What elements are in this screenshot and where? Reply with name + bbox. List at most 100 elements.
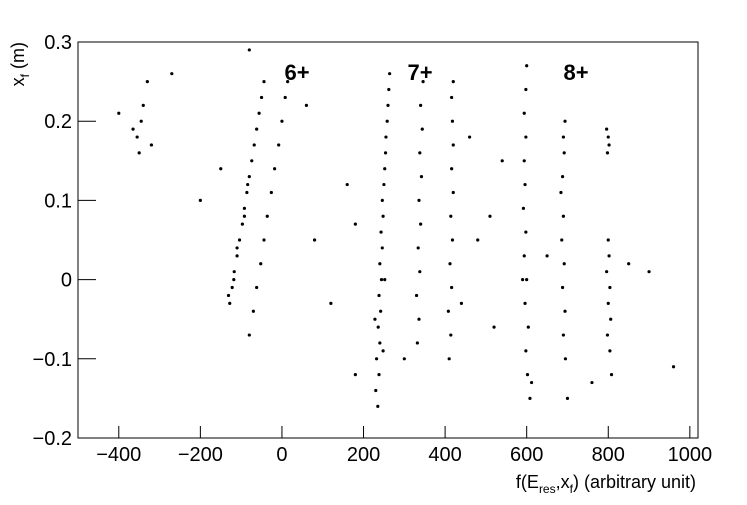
point bbox=[488, 214, 492, 218]
point bbox=[605, 333, 610, 337]
point bbox=[139, 119, 143, 123]
point bbox=[384, 135, 388, 139]
point bbox=[242, 214, 247, 218]
point bbox=[562, 151, 566, 155]
point bbox=[262, 80, 266, 84]
label-part: (m) bbox=[8, 42, 28, 74]
point bbox=[237, 238, 242, 242]
point bbox=[380, 198, 384, 202]
point bbox=[383, 278, 387, 282]
point bbox=[606, 135, 610, 139]
point bbox=[240, 222, 244, 226]
x-tick-label: 600 bbox=[510, 444, 543, 466]
point bbox=[286, 80, 290, 84]
point bbox=[262, 238, 266, 242]
point bbox=[219, 167, 223, 171]
point bbox=[545, 254, 549, 258]
point bbox=[379, 230, 383, 234]
y-tick-label: 0.2 bbox=[44, 111, 72, 133]
point bbox=[381, 214, 385, 218]
point bbox=[522, 111, 526, 115]
point bbox=[561, 135, 565, 139]
point bbox=[521, 278, 525, 282]
point bbox=[353, 373, 357, 377]
point bbox=[388, 72, 392, 76]
point bbox=[304, 103, 309, 107]
point bbox=[449, 214, 453, 218]
point bbox=[376, 325, 380, 329]
point bbox=[448, 262, 452, 266]
y-tick-label: 0.1 bbox=[44, 190, 72, 212]
x-tick-label: 400 bbox=[428, 444, 461, 466]
point bbox=[447, 357, 451, 361]
point bbox=[198, 198, 202, 202]
point bbox=[590, 380, 594, 385]
point bbox=[528, 396, 532, 400]
point bbox=[247, 175, 251, 179]
point bbox=[608, 349, 612, 353]
point bbox=[608, 285, 612, 290]
point bbox=[605, 127, 609, 131]
point bbox=[242, 206, 247, 210]
point bbox=[671, 365, 676, 369]
point bbox=[560, 285, 565, 290]
point bbox=[451, 143, 455, 147]
point bbox=[345, 182, 349, 187]
point bbox=[247, 333, 251, 337]
point bbox=[522, 159, 526, 163]
point bbox=[385, 119, 389, 123]
point bbox=[117, 111, 121, 115]
point bbox=[414, 293, 419, 298]
point bbox=[381, 349, 385, 353]
point bbox=[269, 190, 273, 195]
point bbox=[500, 159, 504, 163]
point bbox=[259, 262, 263, 266]
point bbox=[524, 87, 528, 92]
point bbox=[135, 135, 139, 139]
point bbox=[141, 103, 145, 107]
point bbox=[383, 151, 388, 155]
point bbox=[418, 270, 422, 274]
point bbox=[419, 222, 423, 226]
label-part: f bbox=[18, 73, 32, 77]
point bbox=[609, 317, 613, 321]
point bbox=[232, 278, 236, 282]
point bbox=[627, 262, 631, 266]
x-tick-label: 1000 bbox=[668, 444, 713, 466]
point bbox=[376, 404, 380, 408]
annotation: 7+ bbox=[407, 60, 432, 85]
point bbox=[529, 380, 534, 385]
point bbox=[416, 246, 420, 250]
y-tick-label: 0.3 bbox=[44, 32, 72, 54]
point bbox=[252, 143, 256, 147]
point bbox=[228, 301, 232, 305]
point bbox=[259, 95, 264, 100]
point bbox=[524, 135, 528, 139]
point bbox=[606, 301, 610, 305]
point bbox=[449, 333, 453, 337]
point bbox=[419, 103, 423, 107]
point bbox=[561, 214, 565, 218]
point bbox=[283, 95, 287, 100]
point bbox=[137, 151, 141, 155]
point bbox=[377, 373, 381, 377]
point bbox=[353, 222, 357, 226]
point bbox=[419, 175, 424, 179]
point bbox=[605, 270, 609, 274]
point bbox=[606, 238, 610, 242]
point bbox=[312, 238, 317, 242]
y-tick-label: −0.1 bbox=[33, 349, 72, 371]
point bbox=[525, 64, 529, 68]
point bbox=[647, 270, 651, 274]
point bbox=[251, 309, 255, 313]
annotation: 6+ bbox=[284, 60, 309, 85]
point bbox=[421, 80, 425, 84]
point bbox=[273, 167, 277, 171]
point bbox=[467, 135, 472, 139]
y-tick-label: −0.2 bbox=[33, 428, 72, 450]
point bbox=[245, 190, 249, 195]
label-part: res bbox=[539, 482, 556, 496]
